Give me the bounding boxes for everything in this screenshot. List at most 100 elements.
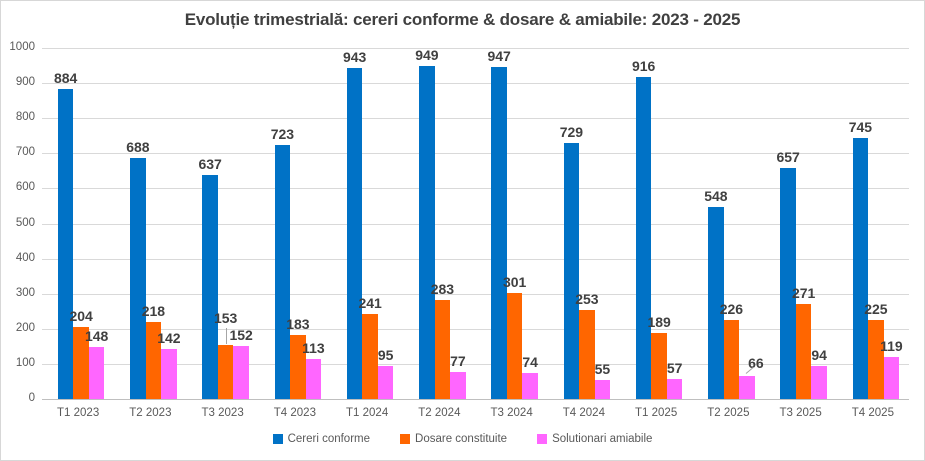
bar-value-label-dosare-constituite-t4-2025: 225 (864, 301, 888, 318)
bar-cereri-conforme-t2-2023[interactable] (130, 157, 146, 399)
x-tick-label-t1-2025: T1 2025 (635, 407, 678, 419)
legend-item-cereri-conforme[interactable]: Cereri conforme (272, 433, 371, 445)
bar-dosare-constituite-t4-2023[interactable] (290, 334, 306, 399)
bar-value-label-solutionari-amiabile-t1-2023: 148 (84, 328, 109, 345)
bar-value-label-dosare-constituite-t2-2023: 218 (141, 303, 166, 320)
bar-dosare-constituite-t1-2024[interactable] (362, 314, 378, 399)
bar-value-label-solutionari-amiabile-t2-2025: 66 (748, 354, 764, 371)
bar-value-label-cereri-conforme-t4-2025: 745 (848, 118, 873, 135)
gridline (42, 48, 909, 49)
bar-value-label-cereri-conforme-t1-2024: 943 (342, 49, 367, 65)
bar-cereri-conforme-t3-2025[interactable] (780, 168, 796, 399)
bar-solutionari-amiabile-t2-2024[interactable] (450, 371, 466, 399)
y-tick-label: 900 (15, 76, 35, 89)
bar-solutionari-amiabile-t2-2023[interactable] (161, 349, 177, 399)
gridline (42, 118, 909, 120)
bar-value-label-solutionari-amiabile-t4-2024: 55 (594, 360, 611, 377)
bar-solutionari-amiabile-t3-2024[interactable] (522, 373, 538, 399)
x-tick-label-t2-2023: T2 2023 (129, 407, 172, 419)
gridline (42, 363, 909, 365)
bar-value-label-cereri-conforme-t1-2023: 884 (53, 69, 78, 86)
x-tick-label-t4-2024: T4 2024 (562, 407, 605, 419)
bar-value-label-dosare-constituite-t1-2025: 189 (647, 313, 671, 330)
y-tick-label: 200 (15, 321, 35, 334)
x-axis-line (42, 399, 909, 400)
bar-solutionari-amiabile-t1-2023[interactable] (88, 347, 105, 399)
bar-dosare-constituite-t4-2025[interactable] (868, 320, 884, 399)
bar-cereri-conforme-t1-2025[interactable] (635, 77, 652, 399)
bar-dosare-constituite-t3-2025[interactable] (795, 303, 812, 399)
bar-cereri-conforme-t1-2023[interactable] (57, 88, 74, 399)
bar-dosare-constituite-t2-2025[interactable] (723, 319, 740, 399)
legend-swatch-cereri-conforme (272, 434, 283, 444)
x-tick-label-t4-2023: T4 2023 (273, 407, 316, 419)
bar-dosare-constituite-t1-2025[interactable] (651, 332, 667, 399)
bar-value-label-cereri-conforme-t4-2024: 729 (559, 124, 584, 141)
bar-solutionari-amiabile-t3-2025[interactable] (811, 366, 827, 399)
legend-label-solutionari-amiabile: Solutionari amiabile (552, 433, 653, 445)
bar-value-label-dosare-constituite-t3-2025: 271 (791, 284, 816, 301)
bar-dosare-constituite-t2-2023[interactable] (145, 322, 162, 399)
bar-value-label-dosare-constituite-t4-2024: 253 (575, 291, 599, 308)
bar-dosare-constituite-t3-2023[interactable] (217, 345, 234, 399)
bar-value-label-dosare-constituite-t1-2023: 204 (69, 308, 93, 325)
bar-cereri-conforme-t2-2024[interactable] (419, 65, 435, 399)
bar-solutionari-amiabile-t1-2024[interactable] (377, 365, 394, 399)
bar-solutionari-amiabile-t3-2023[interactable] (233, 345, 249, 399)
legend-label-cereri-conforme: Cereri conforme (287, 433, 371, 445)
gridline (42, 223, 909, 225)
bar-value-label-cereri-conforme-t2-2023: 688 (126, 138, 150, 155)
bar-value-label-cereri-conforme-t3-2024: 947 (487, 47, 511, 64)
gridline (42, 153, 909, 155)
bar-value-label-dosare-constituite-t2-2024: 283 (430, 280, 455, 297)
x-tick-label-t1-2024: T1 2024 (346, 407, 389, 419)
bar-value-label-cereri-conforme-t2-2024: 949 (415, 46, 439, 63)
legend-swatch-solutionari-amiabile (537, 434, 548, 444)
bar-value-label-solutionari-amiabile-t2-2024: 77 (450, 352, 466, 369)
x-tick-label-t2-2024: T2 2024 (418, 407, 461, 419)
gridline (42, 258, 909, 260)
bar-solutionari-amiabile-t1-2025[interactable] (666, 379, 683, 399)
bar-value-label-solutionari-amiabile-t3-2025: 94 (811, 347, 827, 363)
bar-value-label-solutionari-amiabile-t3-2024: 74 (522, 354, 538, 371)
bar-value-label-dosare-constituite-t2-2025: 226 (719, 300, 744, 317)
bar-value-label-dosare-constituite-t3-2023: 153 (213, 310, 238, 327)
x-tick-label-t2-2025: T2 2025 (707, 407, 750, 419)
gridline (42, 328, 909, 330)
bar-solutionari-amiabile-t4-2024[interactable] (594, 379, 611, 399)
y-tick-label: 300 (15, 286, 35, 299)
gridline (42, 293, 909, 295)
bar-value-label-solutionari-amiabile-t4-2025: 119 (880, 338, 903, 355)
y-tick-label: 500 (15, 216, 35, 229)
bar-cereri-conforme-t3-2024[interactable] (491, 66, 507, 399)
chart-title: Evoluție trimestrială: cereri conforme &… (184, 10, 741, 29)
bar-solutionari-amiabile-t4-2025[interactable] (883, 357, 900, 399)
bar-dosare-constituite-t2-2024[interactable] (434, 299, 451, 399)
bar-cereri-conforme-t2-2025[interactable] (708, 206, 724, 399)
label-leader-line (225, 328, 227, 345)
bar-value-label-cereri-conforme-t3-2025: 657 (776, 149, 800, 166)
bar-cereri-conforme-t1-2024[interactable] (346, 68, 363, 399)
bar-dosare-constituite-t1-2023[interactable] (73, 327, 89, 399)
bar-dosare-constituite-t3-2024[interactable] (506, 293, 523, 399)
y-tick-label: 800 (15, 111, 35, 124)
bar-value-label-dosare-constituite-t3-2024: 301 (502, 274, 527, 291)
bar-cereri-conforme-t3-2023[interactable] (202, 175, 218, 399)
bar-value-label-solutionari-amiabile-t3-2023: 152 (229, 326, 253, 343)
bar-solutionari-amiabile-t4-2023[interactable] (305, 359, 322, 399)
y-tick-label: 100 (15, 356, 35, 369)
legend-label-dosare-constituite: Dosare constituite (415, 433, 508, 445)
legend-item-solutionari-amiabile[interactable]: Solutionari amiabile (537, 433, 652, 445)
y-tick-label: 700 (15, 146, 35, 159)
legend-item-dosare-constituite[interactable]: Dosare constituite (400, 433, 507, 445)
bar-dosare-constituite-t4-2024[interactable] (579, 310, 595, 399)
bar-cereri-conforme-t4-2025[interactable] (852, 137, 869, 399)
bar-cereri-conforme-t4-2023[interactable] (274, 145, 291, 399)
bar-cereri-conforme-t4-2024[interactable] (563, 143, 580, 399)
y-tick-label: 400 (15, 251, 35, 264)
bar-value-label-cereri-conforme-t1-2025: 916 (631, 58, 656, 75)
bar-solutionari-amiabile-t2-2025[interactable] (739, 375, 755, 399)
x-tick-label-t4-2025: T4 2025 (851, 407, 894, 419)
bar-value-label-solutionari-amiabile-t4-2023: 113 (302, 340, 325, 357)
